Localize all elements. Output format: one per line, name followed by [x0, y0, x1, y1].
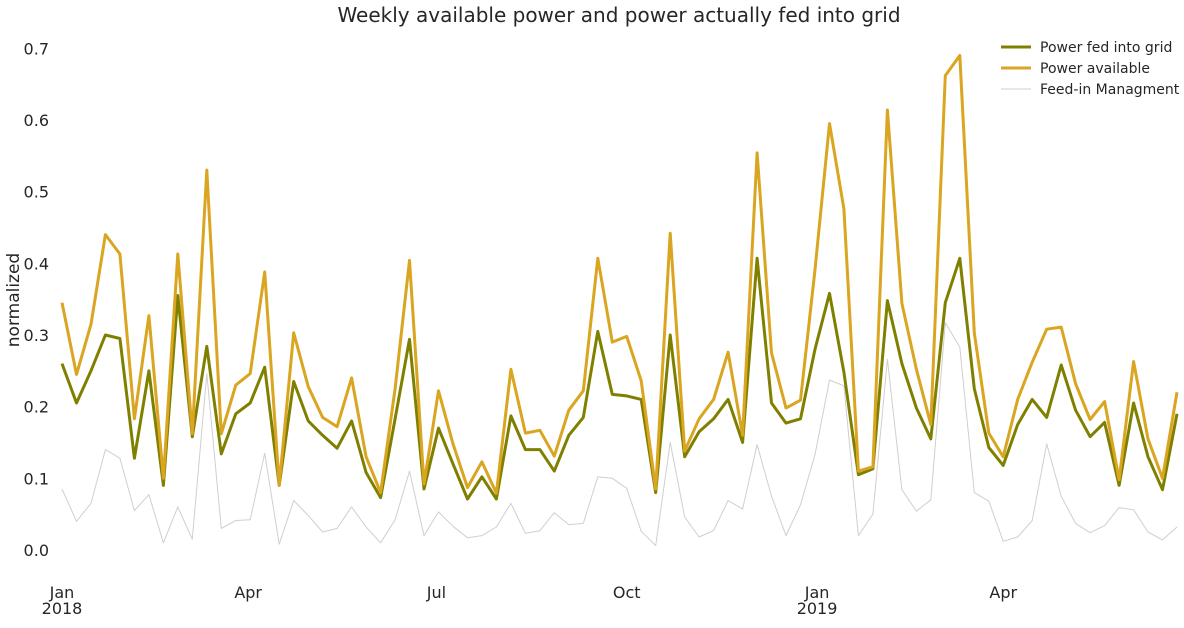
series-line-3 — [61, 322, 1178, 547]
x-tick-label: Jan — [804, 583, 830, 602]
series-line-2 — [60, 54, 1179, 495]
series-line-1 — [60, 256, 1179, 501]
x-tick-label: Oct — [613, 583, 641, 602]
series-layer — [60, 54, 1179, 547]
x-tick-label: Jan — [49, 583, 75, 602]
y-tick-label: 0.1 — [24, 469, 49, 488]
x-tick-label: Apr — [234, 583, 262, 602]
legend-label: Power available — [1040, 61, 1150, 77]
legend-label: Power fed into grid — [1040, 40, 1172, 56]
y-axis-ticks: 0.0 0.1 0.2 0.3 0.4 0.5 0.6 0.7 — [24, 39, 49, 560]
y-tick-label: 0.2 — [24, 398, 49, 417]
y-tick-label: 0.7 — [24, 39, 49, 58]
x-tick-year-label: 2018 — [42, 599, 83, 618]
y-tick-label: 0.5 — [24, 183, 49, 202]
legend-label: Feed-in Managment — [1040, 82, 1180, 98]
y-tick-label: 0.0 — [24, 541, 49, 560]
x-tick-year-label: 2019 — [797, 599, 838, 618]
y-tick-label: 0.4 — [24, 254, 49, 273]
chart-title: Weekly available power and power actuall… — [337, 3, 900, 27]
y-axis-title: normalized — [4, 253, 24, 347]
x-tick-label: Apr — [989, 583, 1017, 602]
y-tick-label: 0.6 — [24, 111, 49, 130]
y-tick-label: 0.3 — [24, 326, 49, 345]
legend: Power fed into grid Power available Feed-i… — [1001, 40, 1180, 98]
x-tick-label: Jul — [426, 583, 446, 602]
